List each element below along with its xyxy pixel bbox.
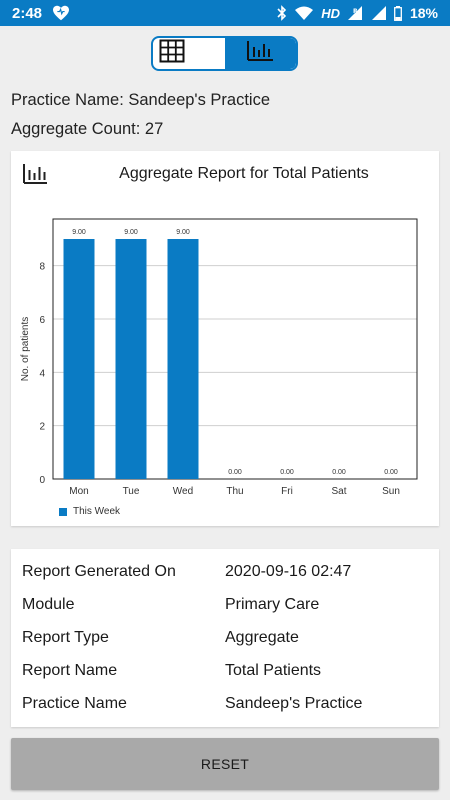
data-label: 0.00 <box>384 469 398 476</box>
status-icons: HD R 18% <box>277 5 438 21</box>
chart-view-icon <box>246 40 274 67</box>
detail-row-practice-name: Practice Name Sandeep's Practice <box>11 695 439 728</box>
bar-chart: 0 2 4 6 8 No. of patients 9.00 Mon 9.00 Tue 9.00 We… <box>20 218 418 497</box>
detail-row-generated-on: Report Generated On 2020-09-16 02:47 <box>11 563 439 596</box>
detail-value: Total Patients <box>225 662 322 679</box>
bar-chart-icon <box>22 163 48 190</box>
chart-title: Aggregate Report for Total Patients <box>119 165 369 182</box>
y-tick-label: 4 <box>39 368 45 379</box>
x-tick-label: Sun <box>382 486 400 497</box>
aggregate-count-line: Aggregate Count: 27 <box>11 120 164 138</box>
detail-label: Module <box>22 596 75 613</box>
signal-icon-2 <box>371 6 386 20</box>
chart-view-button[interactable] <box>224 38 296 69</box>
reset-button[interactable]: RESET <box>11 738 439 790</box>
table-view-button[interactable] <box>153 38 225 69</box>
status-bar: 2:48 HD R 18% <box>0 0 450 26</box>
detail-value: Aggregate <box>225 629 299 646</box>
detail-label: Report Name <box>22 662 118 679</box>
bar-mon <box>63 239 95 479</box>
network-type: HD <box>321 5 340 21</box>
legend-swatch <box>59 507 67 516</box>
plot-frame <box>52 218 418 480</box>
wifi-icon <box>295 6 314 20</box>
battery-icon <box>394 5 402 21</box>
detail-label: Report Type <box>22 629 109 646</box>
battery-percent: 18% <box>409 5 438 21</box>
status-time: 2:48 <box>12 4 43 22</box>
detail-label: Report Generated On <box>22 563 176 580</box>
chart-card: Aggregate Report for Total Patients 0 2 4 6… <box>11 151 439 526</box>
detail-value: Primary Care <box>225 596 320 613</box>
detail-value: 2020-09-16 02:47 <box>225 563 352 580</box>
report-details-card: Report Generated On 2020-09-16 02:47 Mod… <box>11 549 439 727</box>
detail-row-module: Module Primary Care <box>11 596 439 629</box>
data-label: 9.00 <box>124 229 138 236</box>
svg-text:R: R <box>353 8 358 15</box>
detail-row-report-type: Report Type Aggregate <box>11 629 439 662</box>
x-tick-label: Tue <box>123 486 140 497</box>
bluetooth-icon <box>277 5 287 21</box>
practice-name-line: Practice Name: Sandeep's Practice <box>11 91 271 109</box>
table-view-icon <box>159 39 185 68</box>
data-label: 9.00 <box>176 229 190 236</box>
y-tick-label: 2 <box>39 422 45 433</box>
y-tick-label: 8 <box>39 262 45 273</box>
data-label: 9.00 <box>72 229 86 236</box>
legend-label: This Week <box>73 506 121 517</box>
x-tick-label: Sat <box>331 486 346 497</box>
y-axis-label: No. of patients <box>20 317 31 381</box>
data-label: 0.00 <box>228 469 242 476</box>
data-label: 0.00 <box>332 469 346 476</box>
x-tick-label: Thu <box>226 486 243 497</box>
data-label: 0.00 <box>280 469 294 476</box>
signal-icon: R <box>347 6 364 20</box>
x-tick-label: Mon <box>69 486 88 497</box>
heart-icon <box>52 5 70 21</box>
detail-value: Sandeep's Practice <box>225 695 363 712</box>
detail-row-report-name: Report Name Total Patients <box>11 662 439 695</box>
x-tick-label: Fri <box>281 486 293 497</box>
detail-label: Practice Name <box>22 695 127 712</box>
view-toggle[interactable] <box>151 36 298 71</box>
chart-legend: This Week <box>59 506 120 517</box>
y-tick-label: 0 <box>39 475 45 486</box>
y-tick-label: 6 <box>39 315 45 326</box>
bar-wed <box>167 239 199 479</box>
bar-tue <box>115 239 147 479</box>
x-tick-label: Wed <box>173 486 193 497</box>
